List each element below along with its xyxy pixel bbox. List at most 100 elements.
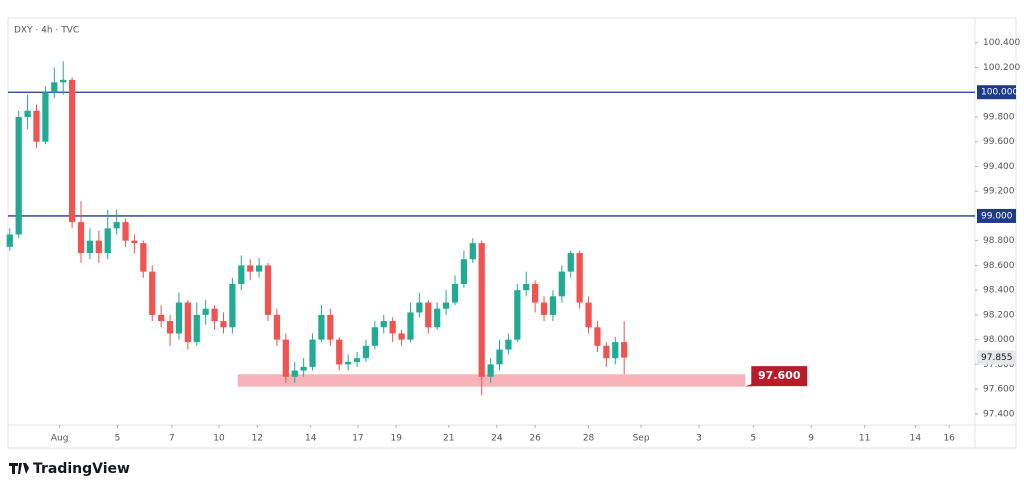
candle-body (603, 345, 610, 359)
candle-body (255, 265, 263, 272)
candle-body (532, 283, 539, 303)
candle-body (523, 283, 530, 291)
x-tick-label: Sep (633, 434, 650, 444)
candle-body (576, 253, 583, 303)
candle-body (282, 339, 289, 377)
candle-body (51, 82, 58, 93)
candle-body (202, 308, 209, 315)
x-tick-label: 10 (213, 434, 225, 444)
x-tick-label: 14 (910, 434, 922, 444)
candle-body (131, 240, 138, 244)
x-tick-label: 5 (115, 434, 121, 444)
level-label: 99.000 (981, 211, 1013, 221)
candle-body (496, 349, 503, 365)
candle-body (15, 116, 22, 235)
candle-body (229, 283, 236, 328)
brand-logo: TradingView (9, 461, 130, 477)
y-tick-label: 100.400 (983, 38, 1020, 48)
candle-body (68, 79, 76, 223)
candle-body (95, 240, 102, 254)
y-tick-label: 97.800 (983, 360, 1015, 370)
candle-body (336, 339, 343, 365)
candle-body (505, 339, 512, 350)
x-tick-label: 21 (443, 434, 454, 444)
candle-body (318, 314, 325, 340)
y-tick-label: 97.600 (983, 385, 1015, 395)
x-tick-label: 17 (352, 434, 363, 444)
candle-body (345, 361, 352, 365)
candle-body (416, 302, 423, 313)
candle-body (300, 366, 307, 371)
x-tick-label: 19 (390, 434, 402, 444)
y-tick-label: 99.600 (983, 137, 1015, 147)
candle-body (380, 321, 387, 328)
candle-body (514, 290, 521, 340)
candle-body (362, 345, 370, 359)
candle-body (594, 327, 601, 346)
candle-body (42, 92, 49, 142)
y-tick-label: 99.400 (983, 162, 1015, 172)
y-tick-label: 100.200 (983, 63, 1020, 73)
y-tick-label: 98.600 (983, 261, 1015, 271)
candle-body (309, 339, 316, 367)
candle-body (149, 271, 156, 315)
x-tick-label: 3 (696, 434, 702, 444)
candle-body (451, 283, 459, 303)
y-tick-label: 99.200 (983, 187, 1015, 197)
candle-body (612, 342, 619, 359)
zone-label-box (745, 366, 808, 387)
candle-body (113, 222, 120, 229)
candle-body (585, 302, 592, 328)
level-label-box (977, 208, 1016, 223)
candle-body (469, 243, 476, 260)
candle-body (540, 302, 548, 315)
x-tick-label: 28 (583, 434, 595, 444)
candle-body (193, 314, 200, 343)
x-tick-label: 16 (943, 434, 955, 444)
candle-body (567, 253, 574, 272)
zone-label: 97.600 (758, 369, 801, 382)
candle-body (166, 321, 174, 334)
support-zone (237, 374, 746, 387)
x-tick-label: 14 (305, 434, 317, 444)
candle-body (247, 265, 254, 272)
y-tick-label: 98.200 (983, 310, 1015, 320)
candle-body (220, 321, 227, 328)
candle-body (211, 308, 218, 322)
logo-mark (9, 463, 29, 474)
candle-body (425, 302, 432, 328)
level-label-box (977, 85, 1016, 100)
frame (7, 17, 1017, 449)
level-label: 100.000 (981, 88, 1018, 98)
x-tick-label: 26 (529, 434, 541, 444)
y-tick-label: 98.000 (983, 335, 1015, 345)
candle-body (353, 358, 361, 362)
candle-body (140, 243, 147, 272)
x-tick-label: Aug (51, 434, 69, 444)
last-price-box (977, 350, 1016, 365)
candle-body (33, 110, 40, 142)
candle-body (621, 342, 628, 358)
candle-body (184, 302, 191, 343)
y-tick-label: 98.800 (983, 236, 1015, 246)
last-price-label: 97.855 (981, 353, 1013, 363)
x-tick-label: 12 (252, 434, 263, 444)
candle-body (273, 314, 281, 340)
x-tick-label: 9 (808, 434, 814, 444)
y-tick-label: 99.800 (983, 112, 1015, 122)
candle-body (264, 265, 272, 315)
candle-body (175, 302, 183, 334)
candle-body (60, 79, 67, 83)
candle-body (86, 240, 94, 254)
candle-body (487, 364, 494, 377)
candle-body (122, 222, 129, 241)
candle-body (407, 312, 414, 340)
candle-body (442, 302, 450, 309)
candle-body (371, 327, 378, 346)
x-tick-label: 5 (750, 434, 756, 444)
brand-name: TradingView (33, 461, 130, 477)
candle-body (6, 234, 13, 247)
candle-body (327, 314, 334, 340)
candle-body (549, 296, 557, 315)
